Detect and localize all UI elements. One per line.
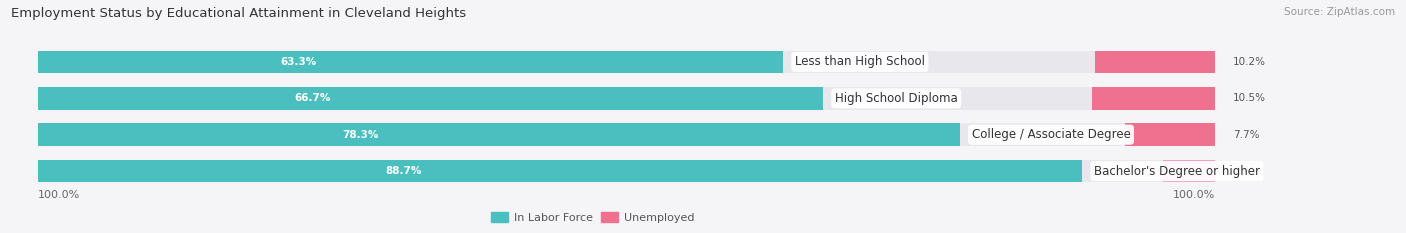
- Text: 4.4%: 4.4%: [1233, 166, 1260, 176]
- Bar: [38, 160, 1215, 182]
- Text: Source: ZipAtlas.com: Source: ZipAtlas.com: [1284, 7, 1395, 17]
- Text: 100.0%: 100.0%: [1173, 190, 1215, 200]
- Bar: [38, 51, 783, 73]
- Text: 10.5%: 10.5%: [1233, 93, 1265, 103]
- Bar: [1125, 123, 1215, 146]
- Legend: In Labor Force, Unemployed: In Labor Force, Unemployed: [486, 208, 699, 227]
- Text: Less than High School: Less than High School: [794, 55, 925, 69]
- Bar: [38, 123, 960, 146]
- Text: 66.7%: 66.7%: [294, 93, 330, 103]
- Bar: [38, 160, 1083, 182]
- Text: 78.3%: 78.3%: [342, 130, 378, 140]
- Text: 100.0%: 100.0%: [38, 190, 80, 200]
- Bar: [1095, 51, 1215, 73]
- Text: 7.7%: 7.7%: [1233, 130, 1260, 140]
- Text: Employment Status by Educational Attainment in Cleveland Heights: Employment Status by Educational Attainm…: [11, 7, 467, 20]
- Bar: [1091, 87, 1215, 110]
- Text: 63.3%: 63.3%: [280, 57, 316, 67]
- Text: 88.7%: 88.7%: [385, 166, 422, 176]
- Bar: [38, 123, 1215, 146]
- Text: College / Associate Degree: College / Associate Degree: [972, 128, 1130, 141]
- Bar: [1164, 160, 1215, 182]
- Bar: [38, 51, 1215, 73]
- Text: 10.2%: 10.2%: [1233, 57, 1265, 67]
- Text: Bachelor's Degree or higher: Bachelor's Degree or higher: [1094, 164, 1260, 178]
- Bar: [38, 87, 1215, 110]
- Text: High School Diploma: High School Diploma: [835, 92, 957, 105]
- Bar: [38, 87, 823, 110]
